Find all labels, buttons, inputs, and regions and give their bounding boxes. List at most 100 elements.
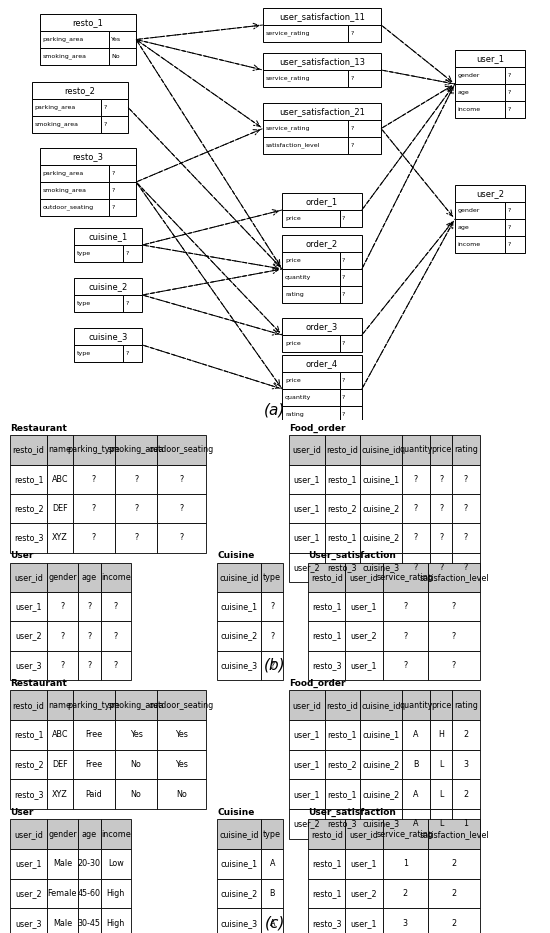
FancyBboxPatch shape	[505, 67, 525, 84]
Text: ?: ?	[60, 661, 64, 670]
Text: ?: ?	[134, 504, 138, 513]
Text: user_2: user_2	[476, 189, 504, 198]
Text: resto_1: resto_1	[328, 534, 357, 542]
Text: High: High	[107, 919, 125, 927]
Text: ?: ?	[439, 504, 443, 513]
Text: ?: ?	[439, 534, 443, 542]
Text: outdoor_seating: outdoor_seating	[149, 445, 214, 454]
Text: 3: 3	[463, 760, 469, 769]
FancyBboxPatch shape	[402, 494, 430, 523]
Text: resto_1: resto_1	[312, 889, 342, 898]
Text: order_1: order_1	[306, 197, 338, 206]
Text: ?: ?	[270, 661, 274, 670]
Text: No: No	[131, 760, 141, 769]
Text: ?: ?	[439, 563, 443, 572]
FancyBboxPatch shape	[109, 165, 136, 182]
Text: type: type	[76, 251, 91, 256]
Text: ?: ?	[414, 504, 418, 513]
Text: Male: Male	[53, 859, 72, 869]
Text: Free: Free	[85, 731, 102, 740]
Text: resto_1: resto_1	[73, 18, 103, 27]
FancyBboxPatch shape	[452, 720, 480, 750]
Text: user_1: user_1	[15, 859, 42, 869]
Text: ?: ?	[350, 31, 354, 36]
Text: ABC: ABC	[52, 475, 68, 484]
Text: 1: 1	[403, 859, 408, 869]
FancyBboxPatch shape	[339, 372, 362, 389]
FancyBboxPatch shape	[40, 14, 136, 31]
Text: satisfaction_level: satisfaction_level	[419, 829, 489, 839]
FancyBboxPatch shape	[47, 621, 78, 651]
Text: L: L	[439, 819, 443, 829]
Text: resto_3: resto_3	[328, 563, 357, 572]
FancyBboxPatch shape	[217, 621, 261, 651]
Text: user_satisfaction_21: user_satisfaction_21	[279, 107, 365, 116]
FancyBboxPatch shape	[289, 690, 324, 720]
Text: order_4: order_4	[306, 359, 338, 368]
FancyBboxPatch shape	[47, 651, 78, 680]
Text: income: income	[458, 107, 481, 112]
Text: ?: ?	[464, 534, 468, 542]
FancyBboxPatch shape	[217, 651, 261, 680]
Text: smoking_area: smoking_area	[35, 121, 79, 127]
Text: High: High	[107, 889, 125, 898]
FancyBboxPatch shape	[73, 494, 115, 523]
Text: 3: 3	[403, 919, 408, 927]
FancyBboxPatch shape	[10, 465, 47, 494]
FancyBboxPatch shape	[505, 101, 525, 118]
Text: user_2: user_2	[351, 632, 377, 641]
FancyBboxPatch shape	[383, 879, 428, 909]
FancyBboxPatch shape	[324, 552, 360, 582]
FancyBboxPatch shape	[289, 720, 324, 750]
FancyBboxPatch shape	[430, 465, 452, 494]
Text: ?: ?	[342, 341, 345, 346]
FancyBboxPatch shape	[73, 465, 115, 494]
Text: resto_id: resto_id	[13, 701, 45, 710]
FancyBboxPatch shape	[10, 592, 47, 621]
FancyBboxPatch shape	[47, 494, 73, 523]
FancyBboxPatch shape	[263, 103, 381, 120]
Text: cuisine_2: cuisine_2	[362, 760, 399, 769]
FancyBboxPatch shape	[360, 465, 402, 494]
FancyBboxPatch shape	[47, 465, 73, 494]
Text: ?: ?	[452, 603, 456, 611]
Text: price: price	[285, 378, 301, 383]
Text: ?: ?	[87, 632, 91, 641]
Text: quantity: quantity	[285, 275, 311, 280]
Text: resto_2: resto_2	[328, 504, 357, 513]
FancyBboxPatch shape	[73, 690, 115, 720]
Text: 45-60: 45-60	[78, 889, 101, 898]
FancyBboxPatch shape	[324, 523, 360, 552]
Text: ?: ?	[111, 188, 115, 193]
Text: resto_1: resto_1	[14, 731, 43, 740]
FancyBboxPatch shape	[101, 651, 131, 680]
Text: user_id: user_id	[292, 701, 321, 710]
FancyBboxPatch shape	[452, 436, 480, 465]
FancyBboxPatch shape	[383, 563, 428, 592]
Text: resto_1: resto_1	[328, 731, 357, 740]
FancyBboxPatch shape	[10, 750, 47, 779]
FancyBboxPatch shape	[73, 779, 115, 809]
FancyBboxPatch shape	[78, 819, 101, 849]
FancyBboxPatch shape	[282, 318, 362, 335]
Text: ?: ?	[179, 504, 184, 513]
FancyBboxPatch shape	[289, 465, 324, 494]
FancyBboxPatch shape	[10, 879, 47, 909]
FancyBboxPatch shape	[452, 809, 480, 839]
FancyBboxPatch shape	[345, 592, 383, 621]
Text: user_1: user_1	[476, 54, 504, 63]
Text: No: No	[176, 790, 187, 799]
Text: Paid: Paid	[85, 790, 102, 799]
FancyBboxPatch shape	[101, 849, 131, 879]
FancyBboxPatch shape	[455, 202, 505, 219]
Text: price: price	[431, 701, 451, 710]
Text: user_2: user_2	[293, 819, 320, 829]
FancyBboxPatch shape	[115, 779, 157, 809]
Text: type: type	[76, 351, 91, 356]
Text: user_1: user_1	[293, 475, 320, 484]
Text: resto_3: resto_3	[14, 790, 43, 799]
Text: income: income	[101, 573, 131, 582]
FancyBboxPatch shape	[78, 879, 101, 909]
Text: XYZ: XYZ	[52, 790, 68, 799]
Text: service_rating: service_rating	[377, 573, 434, 582]
